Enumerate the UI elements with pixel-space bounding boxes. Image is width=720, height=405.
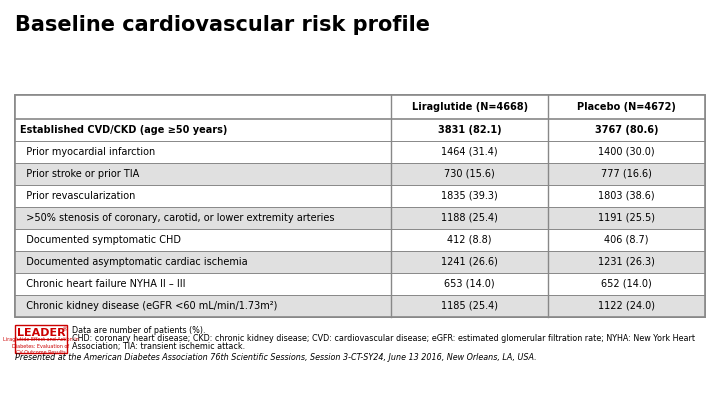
Bar [15,295,705,317]
Text: Data are number of patients (%).: Data are number of patients (%). [72,326,205,335]
Text: ®: ® [61,328,67,333]
Bar [15,141,705,163]
Bar [15,163,705,185]
Text: 1400 (30.0): 1400 (30.0) [598,147,655,157]
Text: 1191 (25.5): 1191 (25.5) [598,213,655,223]
Text: 406 (8.7): 406 (8.7) [604,235,649,245]
Text: Documented symptomatic CHD: Documented symptomatic CHD [20,235,181,245]
Text: 777 (16.6): 777 (16.6) [601,169,652,179]
Text: Placebo (N=4672): Placebo (N=4672) [577,102,676,112]
Bar [15,95,705,317]
Text: 653 (14.0): 653 (14.0) [444,279,495,289]
Bar [15,119,705,141]
Text: 1464 (31.4): 1464 (31.4) [441,147,498,157]
Text: Documented asymptomatic cardiac ischemia: Documented asymptomatic cardiac ischemia [20,257,248,267]
Text: Prior revascularization: Prior revascularization [20,191,135,201]
Bar [15,207,705,229]
Bar [15,95,705,119]
Text: Association; TIA: transient ischemic attack.: Association; TIA: transient ischemic att… [72,342,245,351]
Bar [15,185,705,207]
Bar [15,325,67,353]
Bar [15,273,705,295]
Text: >50% stenosis of coronary, carotid, or lower extremity arteries: >50% stenosis of coronary, carotid, or l… [20,213,335,223]
Bar [15,251,705,273]
Bar [15,229,705,251]
Text: 1231 (26.3): 1231 (26.3) [598,257,655,267]
Text: CHD: coronary heart disease; CKD: chronic kidney disease; CVD: cardiovascular di: CHD: coronary heart disease; CKD: chroni… [72,334,695,343]
Text: 730 (15.6): 730 (15.6) [444,169,495,179]
Text: Established CVD/CKD (age ≥50 years): Established CVD/CKD (age ≥50 years) [20,125,228,135]
Text: Liraglutide Effect and Action in
Diabetes: Evaluation of
CV Outcome Results: Liraglutide Effect and Action in Diabete… [3,337,79,355]
Text: Prior myocardial infarction: Prior myocardial infarction [20,147,156,157]
Text: Chronic heart failure NYHA II – III: Chronic heart failure NYHA II – III [20,279,186,289]
Bar [15,95,705,317]
Text: 3831 (82.1): 3831 (82.1) [438,125,502,135]
Text: LEADER: LEADER [17,328,66,338]
Text: Baseline cardiovascular risk profile: Baseline cardiovascular risk profile [15,15,430,35]
Text: Liraglutide (N=4668): Liraglutide (N=4668) [412,102,528,112]
Text: 1803 (38.6): 1803 (38.6) [598,191,655,201]
Text: 1122 (24.0): 1122 (24.0) [598,301,655,311]
Text: Prior stroke or prior TIA: Prior stroke or prior TIA [20,169,139,179]
Text: Chronic kidney disease (eGFR <60 mL/min/1.73m²): Chronic kidney disease (eGFR <60 mL/min/… [20,301,277,311]
Text: 1185 (25.4): 1185 (25.4) [441,301,498,311]
Text: 1835 (39.3): 1835 (39.3) [441,191,498,201]
Text: 1241 (26.6): 1241 (26.6) [441,257,498,267]
Text: 652 (14.0): 652 (14.0) [601,279,652,289]
Text: 412 (8.8): 412 (8.8) [447,235,492,245]
Text: 3767 (80.6): 3767 (80.6) [595,125,658,135]
Text: 1188 (25.4): 1188 (25.4) [441,213,498,223]
Text: Presented at the American Diabetes Association 76th Scientific Sessions, Session: Presented at the American Diabetes Assoc… [15,353,536,362]
